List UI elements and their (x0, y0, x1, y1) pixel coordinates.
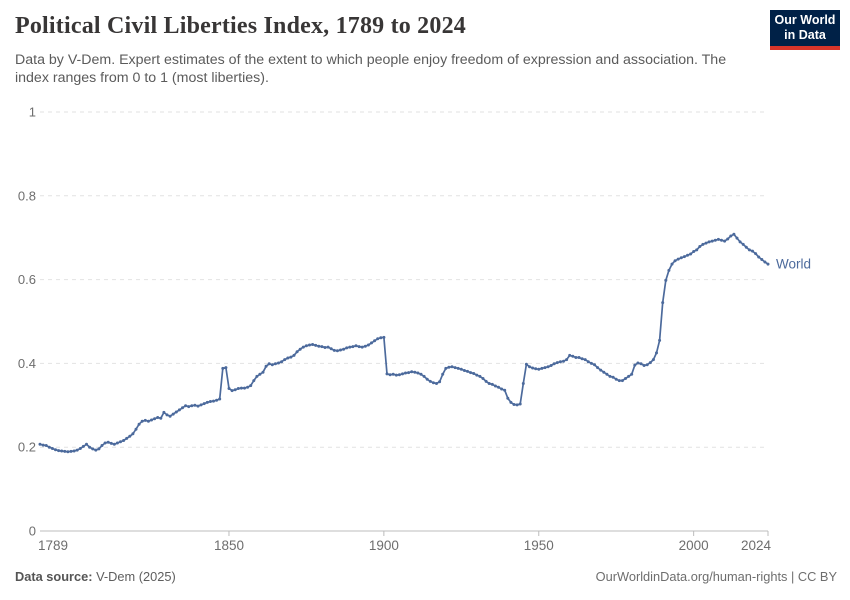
owid-logo: Our World in Data (770, 10, 840, 50)
series-line-world[interactable] (38, 232, 770, 454)
y-tick-label-0.2: 0.2 (18, 440, 36, 455)
credit-link[interactable]: OurWorldinData.org/human-rights | CC BY (595, 569, 837, 584)
x-tick-label-1850: 1850 (214, 538, 244, 553)
chart-canvas: 0 0.2 0.4 0.6 0.8 1 1789 1850 1900 1950 2000 2024 Wo… (18, 105, 811, 554)
series-label-world[interactable]: World (776, 257, 811, 272)
y-tick-label-0.4: 0.4 (18, 356, 36, 371)
x-tick-label-2024: 2024 (741, 538, 772, 553)
x-tick-label-2000: 2000 (679, 538, 709, 553)
x-tick-label-1900: 1900 (369, 538, 399, 553)
y-tick-label-0.6: 0.6 (18, 272, 36, 287)
y-tick-label-0: 0 (29, 524, 36, 539)
data-source-note: Data source: V-Dem (2025) (15, 569, 176, 584)
x-tick-label-1789: 1789 (38, 538, 68, 553)
data-source-label: Data source: (15, 569, 93, 584)
y-tick-label-1: 1 (29, 105, 36, 120)
owid-logo-line1: Our World (774, 13, 836, 27)
page-title: Political Civil Liberties Index, 1789 to… (15, 13, 466, 39)
chart-subtitle: Data by V-Dem. Expert estimates of the e… (15, 52, 727, 86)
data-source-value: V-Dem (2025) (92, 569, 176, 584)
y-tick-label-0.8: 0.8 (18, 188, 36, 203)
x-tick-label-1950: 1950 (524, 538, 554, 553)
owid-logo-line2: in Data (784, 28, 826, 42)
